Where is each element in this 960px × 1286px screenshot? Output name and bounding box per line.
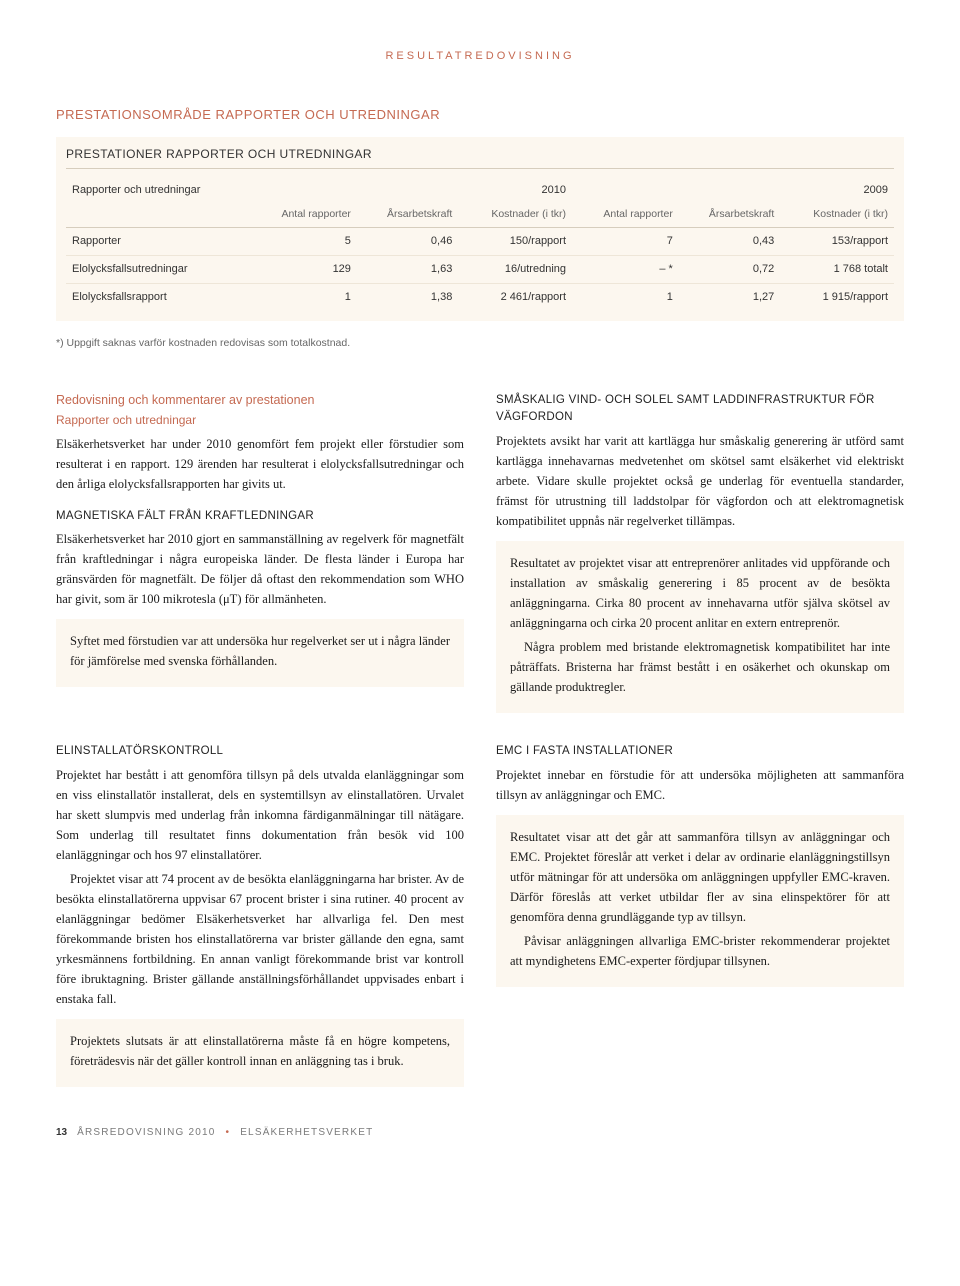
body-text: Elsäkerhetsverket har 2010 gjort en samm… (56, 529, 464, 609)
callout-box: Resultatet visar att det går att sammanf… (496, 815, 904, 987)
callout-text: Syftet med förstudien var att undersöka … (70, 631, 450, 671)
table-row: Rapporter 5 0,46 150/rapport 7 0,43 153/… (66, 228, 894, 256)
left-column-upper: Redovisning och kommentarer av prestatio… (56, 392, 464, 698)
cell: 129 (250, 256, 357, 284)
callout-text: Påvisar anläggningen allvarliga EMC-bris… (510, 931, 890, 971)
cell: 5 (250, 228, 357, 256)
left-column-lower: ELINSTALLATÖRSKONTROLL Projektet har bes… (56, 743, 464, 1097)
cell: 1 768 totalt (780, 256, 894, 284)
table-row: Elolycksfallsrapport 1 1,38 2 461/rappor… (66, 284, 894, 312)
table-row-header: Rapporter och utredningar (66, 177, 250, 201)
col-antal-2010: Antal rapporter (250, 201, 357, 228)
cell: 1,38 (357, 284, 458, 312)
label-empty (66, 201, 250, 228)
page-footer: 13 ÅRSREDOVISNING 2010 • ELSÄKERHETSVERK… (56, 1125, 904, 1141)
callout-text: Resultatet visar att det går att sammanf… (510, 827, 890, 927)
row-label: Elolycksfallsutredningar (66, 256, 250, 284)
callout-box: Syftet med förstudien var att undersöka … (56, 619, 464, 687)
page-number: 13 (56, 1127, 67, 1138)
cell: 2 461/rapport (458, 284, 572, 312)
col-kost-2009: Kostnader (i tkr) (780, 201, 894, 228)
callout-box: Resultatet av projektet visar att entrep… (496, 541, 904, 713)
columns-lower: ELINSTALLATÖRSKONTROLL Projektet har bes… (56, 743, 904, 1097)
section-title: PRESTATIONSOMRÅDE RAPPORTER OCH UTREDNIN… (56, 105, 904, 125)
left-subheading: Rapporter och utredningar (56, 411, 464, 430)
year-2010-header: 2010 (250, 177, 572, 201)
cell: 16/utredning (458, 256, 572, 284)
body-text: Elsäkerhetsverket har under 2010 genomfö… (56, 434, 464, 494)
footer-left: ÅRSREDOVISNING 2010 (77, 1127, 215, 1138)
cell: 1 915/rapport (780, 284, 894, 312)
col-kost-2010: Kostnader (i tkr) (458, 201, 572, 228)
col-antal-2009: Antal rapporter (572, 201, 679, 228)
body-text: Projektet visar att 74 procent av de bes… (56, 869, 464, 1009)
table-footnote: *) Uppgift saknas varför kostnaden redov… (56, 335, 904, 351)
body-text: Projektet innebar en förstudie för att u… (496, 765, 904, 805)
left-heading: Redovisning och kommentarer av prestatio… (56, 392, 464, 410)
callout-text: Några problem med bristande elektromagne… (510, 637, 890, 697)
row-label: Elolycksfallsrapport (66, 284, 250, 312)
cell: 0,72 (679, 256, 780, 284)
table-title: PRESTATIONER RAPPORTER OCH UTREDNINGAR (66, 145, 894, 169)
table-container: PRESTATIONER RAPPORTER OCH UTREDNINGAR R… (56, 137, 904, 321)
col-arbets-2010: Årsarbetskraft (357, 201, 458, 228)
footer-right: ELSÄKERHETSVERKET (240, 1127, 373, 1138)
cell: 1,27 (679, 284, 780, 312)
cell: 7 (572, 228, 679, 256)
cell: 1 (250, 284, 357, 312)
heading-magnetiska: MAGNETISKA FÄLT FRÅN KRAFTLEDNINGAR (56, 508, 464, 526)
row-label: Rapporter (66, 228, 250, 256)
cell: 1,63 (357, 256, 458, 284)
heading-emc: EMC I FASTA INSTALLATIONER (496, 743, 904, 761)
right-column-upper: SMÅSKALIG VIND- OCH SOLEL SAMT LADDINFRA… (496, 392, 904, 724)
columns-upper: Redovisning och kommentarer av prestatio… (56, 392, 904, 724)
col-arbets-2009: Årsarbetskraft (679, 201, 780, 228)
body-text: Projektets avsikt har varit att kartlägg… (496, 431, 904, 531)
heading-smaskalig: SMÅSKALIG VIND- OCH SOLEL SAMT LADDINFRA… (496, 392, 904, 428)
heading-elinstall: ELINSTALLATÖRSKONTROLL (56, 743, 464, 761)
cell: 1 (572, 284, 679, 312)
cell: 153/rapport (780, 228, 894, 256)
cell: 0,43 (679, 228, 780, 256)
callout-box: Projektets slutsats är att elinstallatör… (56, 1019, 464, 1087)
callout-text: Projektets slutsats är att elinstallatör… (70, 1031, 450, 1071)
callout-text: Resultatet av projektet visar att entrep… (510, 553, 890, 633)
cell: 0,46 (357, 228, 458, 256)
year-2009-header: 2009 (572, 177, 894, 201)
cell: – * (572, 256, 679, 284)
data-table: Rapporter och utredningar 2010 2009 Anta… (66, 177, 894, 311)
table-row: Elolycksfallsutredningar 129 1,63 16/utr… (66, 256, 894, 284)
right-column-lower: EMC I FASTA INSTALLATIONER Projektet inn… (496, 743, 904, 997)
cell: 150/rapport (458, 228, 572, 256)
footer-separator: • (226, 1127, 231, 1138)
body-text: Projektet har bestått i att genomföra ti… (56, 765, 464, 865)
page-eyebrow: RESULTATREDOVISNING (56, 48, 904, 65)
